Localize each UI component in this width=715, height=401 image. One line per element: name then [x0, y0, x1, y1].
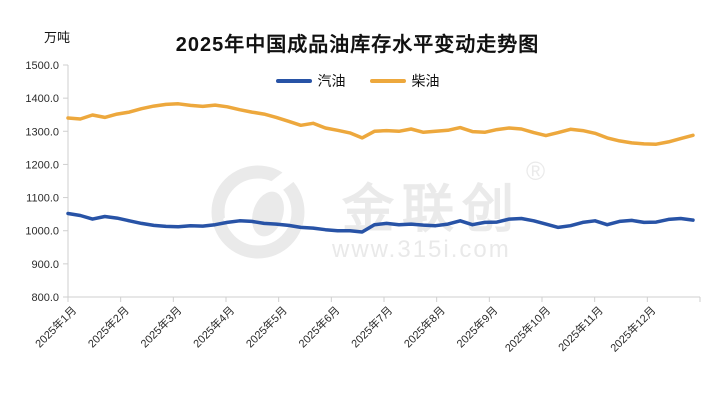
svg-text:800.0: 800.0 [31, 292, 59, 304]
legend-item-gasoline: 汽油 [275, 71, 346, 91]
svg-text:2025年9月: 2025年9月 [453, 303, 500, 350]
svg-text:2025年5月: 2025年5月 [243, 303, 290, 350]
legend-label-gasoline: 汽油 [317, 73, 346, 89]
svg-text:2025年10月: 2025年10月 [502, 303, 553, 354]
svg-text:2025年12月: 2025年12月 [607, 303, 658, 354]
svg-text:2025年6月: 2025年6月 [295, 303, 342, 350]
svg-text:2025年3月: 2025年3月 [137, 303, 184, 350]
svg-text:2025年7月: 2025年7月 [348, 303, 395, 350]
svg-text:1300.0: 1300.0 [25, 126, 59, 138]
chart-title: 2025年中国成品油库存水平变动走势图 [175, 34, 540, 56]
chart-legend: 汽油 柴油 [0, 71, 715, 91]
svg-text:900.0: 900.0 [31, 259, 59, 271]
svg-text:1400.0: 1400.0 [25, 93, 59, 105]
svg-text:2025年1月: 2025年1月 [32, 303, 79, 350]
gasoline-line-swatch [275, 79, 312, 83]
legend-item-diesel: 柴油 [369, 71, 440, 91]
svg-text:2025年2月: 2025年2月 [85, 303, 132, 350]
y-axis-unit-label: 万吨 [44, 30, 71, 45]
svg-text:2025年11月: 2025年11月 [555, 303, 606, 354]
diesel-line-swatch [369, 79, 406, 83]
svg-text:2025年4月: 2025年4月 [190, 303, 237, 350]
svg-text:2025年8月: 2025年8月 [401, 303, 448, 350]
svg-text:1100.0: 1100.0 [26, 193, 59, 205]
svg-text:1200.0: 1200.0 [25, 159, 59, 171]
svg-text:1500.0: 1500.0 [25, 60, 59, 72]
svg-text:1000.0: 1000.0 [25, 226, 59, 238]
legend-label-diesel: 柴油 [411, 73, 440, 89]
